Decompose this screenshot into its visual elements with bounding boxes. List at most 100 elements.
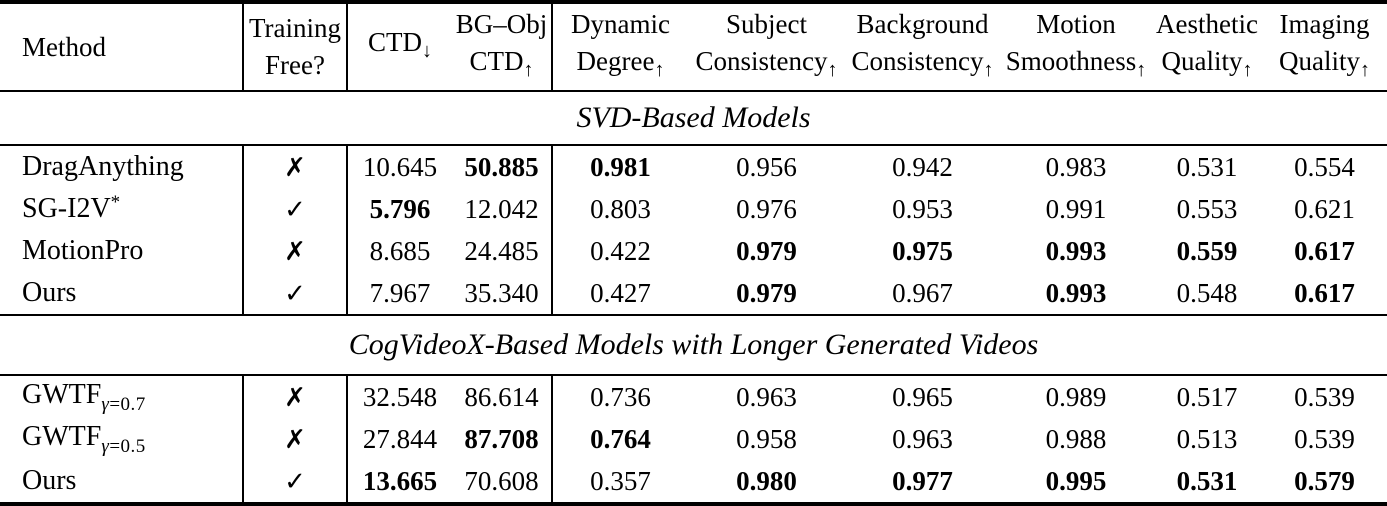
value-cell: 0.539: [1294, 381, 1355, 412]
col-header-method: Method: [0, 2, 243, 92]
value-cell: 0.967: [892, 277, 953, 308]
value-cell: 0.539: [1294, 423, 1355, 454]
section-title: SVD-Based Models: [0, 90, 1387, 146]
training-free-cell: ✗: [242, 418, 347, 460]
value-cell: 35.340: [464, 277, 539, 308]
header-label: Background: [856, 8, 989, 39]
value-cell: 0.764: [551, 418, 688, 460]
value-cell: 0.548: [1176, 277, 1238, 308]
method-name: Ours: [22, 277, 77, 308]
value-cell: 0.422: [551, 230, 688, 272]
value-cell: 0.617: [1294, 277, 1355, 308]
method-name: DragAnything: [22, 151, 184, 182]
table-row: Ours ✓ 7.967 35.340 0.427 0.979 0.967 0.993 0.54…: [0, 272, 1387, 315]
training-free-cell: ✗: [242, 230, 347, 272]
up-arrow-icon: ↑: [1242, 58, 1253, 81]
cross-icon: ✗: [284, 382, 306, 413]
cross-icon: ✗: [284, 152, 306, 183]
training-free-cell: ✗: [242, 375, 347, 418]
method-cell: DragAnything: [0, 145, 243, 188]
method-subscript: γ=0.5: [101, 435, 146, 457]
header-label: Quality: [1161, 45, 1243, 76]
header-label: BG–Obj: [455, 8, 548, 39]
col-header-background-consistency: Background Consistency↑: [845, 2, 1000, 92]
value-cell: 10.645: [346, 145, 452, 188]
check-icon: ✓: [284, 278, 306, 309]
header-label: Subject: [726, 8, 807, 39]
value-cell: 12.042: [464, 193, 539, 224]
header-label: Dynamic: [571, 8, 670, 39]
value-cell: 0.621: [1294, 193, 1355, 224]
header-label: CTD: [368, 27, 422, 57]
section-header-row: SVD-Based Models: [0, 90, 1387, 146]
table-body: SVD-Based Models DragAnything ✗ 10.645 50.88…: [0, 90, 1387, 504]
table-row: DragAnything ✗ 10.645 50.885 0.981 0.956 0.942…: [0, 145, 1387, 188]
up-arrow-icon: ↑: [827, 58, 838, 81]
up-arrow-icon: ↑: [1360, 58, 1370, 81]
value-cell: 0.977: [892, 465, 953, 496]
value-cell: 0.958: [736, 423, 797, 454]
section-header-row: CogVideoX-Based Models with Longer Gener…: [0, 314, 1387, 376]
value-cell: 0.736: [551, 375, 688, 418]
value-cell: 0.942: [892, 151, 953, 182]
method-cell: GWTFγ=0.5: [0, 418, 243, 460]
value-cell: 0.993: [1045, 235, 1107, 266]
training-free-cell: ✓: [242, 272, 347, 315]
value-cell: 0.979: [736, 277, 797, 308]
col-header-ctd: CTD↓: [346, 2, 452, 92]
value-cell: 0.956: [736, 151, 797, 182]
value-cell: 0.980: [736, 465, 797, 496]
value-cell: 8.685: [346, 230, 452, 272]
value-cell: 0.988: [1045, 423, 1107, 454]
method-cell: SG-I2V*: [0, 188, 243, 230]
value-cell: 0.965: [892, 381, 953, 412]
header-label: Free?: [265, 50, 325, 80]
method-cell: Ours: [0, 460, 243, 504]
value-cell: 24.485: [464, 235, 539, 266]
section-title: CogVideoX-Based Models with Longer Gener…: [0, 314, 1387, 376]
col-header-bg-obj-ctd: BG–Obj CTD↑: [452, 2, 552, 92]
value-cell: 0.553: [1176, 193, 1238, 224]
value-cell: 0.531: [1176, 151, 1238, 182]
method-name: GWTF: [22, 420, 102, 452]
value-cell: 87.708: [464, 423, 539, 454]
value-cell: 0.989: [1045, 381, 1107, 412]
value-cell: 32.548: [346, 375, 452, 418]
value-cell: 0.517: [1176, 381, 1238, 412]
value-cell: 0.554: [1294, 151, 1355, 182]
value-cell: 0.981: [551, 145, 688, 188]
header-label: Motion: [1036, 8, 1116, 39]
value-cell: 0.983: [1045, 151, 1107, 182]
check-icon: ✓: [284, 194, 306, 225]
method-name: MotionPro: [22, 235, 144, 266]
value-cell: 0.963: [892, 423, 953, 454]
header-label: Consistency: [851, 45, 984, 76]
value-cell: 0.953: [892, 193, 953, 224]
value-cell: 27.844: [346, 418, 452, 460]
header-label: Aesthetic: [1156, 8, 1258, 39]
method-cell: Ours: [0, 272, 243, 315]
up-arrow-icon: ↑: [1136, 58, 1147, 81]
value-cell: 50.885: [464, 151, 539, 182]
value-cell: 0.991: [1045, 193, 1107, 224]
training-free-cell: ✓: [242, 460, 347, 504]
col-header-motion-smoothness: Motion Smoothness↑: [1000, 2, 1152, 92]
col-header-training-free: Training Free?: [242, 2, 347, 92]
value-cell: 0.963: [736, 381, 797, 412]
cross-icon: ✗: [284, 236, 306, 267]
method-name: GWTF: [22, 378, 102, 410]
up-arrow-icon: ↑: [523, 58, 534, 81]
col-header-dynamic-degree: Dynamic Degree↑: [551, 2, 688, 92]
value-cell: 86.614: [464, 381, 539, 412]
header-label: Quality: [1279, 45, 1360, 76]
down-arrow-icon: ↓: [422, 40, 432, 62]
value-cell: 0.427: [551, 272, 688, 315]
method-cell: MotionPro: [0, 230, 243, 272]
table-header: Method Training Free? CTD↓ BG–Obj CTD↑ D…: [0, 2, 1387, 92]
table-row: Ours ✓ 13.665 70.608 0.357 0.980 0.977 0.995 0.5…: [0, 460, 1387, 504]
value-cell: 0.513: [1176, 423, 1238, 454]
table-row: MotionPro ✗ 8.685 24.485 0.422 0.979 0.975 0.99…: [0, 230, 1387, 272]
header-label: Method: [22, 31, 106, 62]
training-free-cell: ✓: [242, 188, 347, 230]
